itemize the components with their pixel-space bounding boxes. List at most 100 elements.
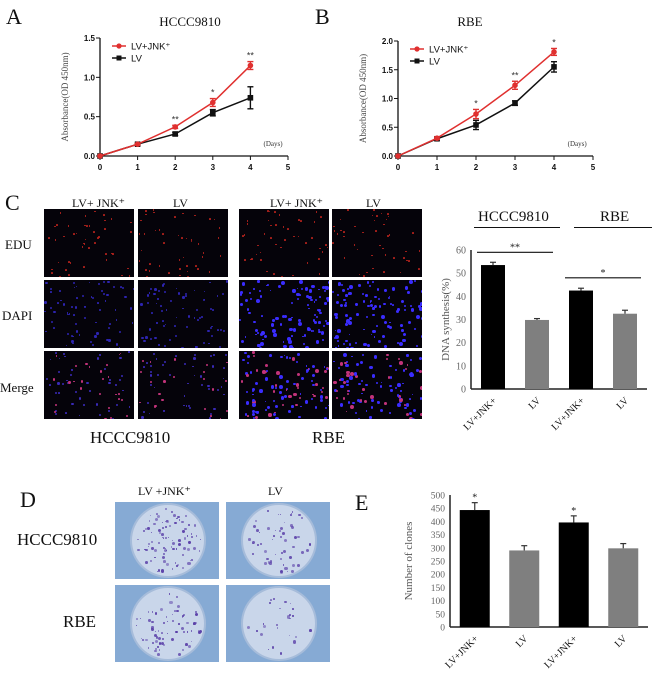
chart-c-group-line-1 bbox=[474, 227, 560, 228]
svg-text:2: 2 bbox=[173, 163, 178, 172]
svg-text:LV+JNK+: LV+JNK+ bbox=[550, 395, 588, 433]
col-label-c-1: LV+ JNK⁺ bbox=[72, 196, 125, 210]
svg-text:300: 300 bbox=[431, 544, 446, 554]
edu-image bbox=[239, 209, 329, 277]
row-label-d-rbe: RBE bbox=[63, 612, 97, 631]
svg-text:*: * bbox=[552, 37, 556, 47]
bar bbox=[525, 319, 549, 389]
chart-c-group-hccc9810: HCCC9810 bbox=[478, 209, 549, 225]
col-label-c-2: LV bbox=[173, 196, 188, 210]
svg-text:450: 450 bbox=[431, 505, 446, 515]
svg-text:**: ** bbox=[510, 242, 520, 253]
svg-text:0: 0 bbox=[396, 163, 401, 172]
svg-text:0.5: 0.5 bbox=[382, 123, 394, 132]
edu-image bbox=[332, 209, 422, 277]
svg-text:LV+JNK⁺: LV+JNK⁺ bbox=[429, 45, 468, 56]
panel-a-title: HCCC9810 bbox=[159, 14, 221, 29]
svg-text:100: 100 bbox=[431, 597, 446, 607]
svg-text:1: 1 bbox=[135, 163, 140, 172]
row-label-edu: EDU bbox=[5, 237, 32, 252]
svg-text:(Days): (Days) bbox=[264, 140, 284, 148]
svg-text:20: 20 bbox=[456, 338, 466, 349]
svg-text:LV: LV bbox=[527, 395, 544, 412]
clone-count-bar-chart: 0 50 100 150 200 250 300 350 400 450 500 LV+JNK+ * LV… bbox=[403, 492, 648, 671]
svg-text:LV: LV bbox=[131, 54, 143, 65]
growth-chart-hccc9810: 0 1 2 3 4 5 0.0 0.5 1.0 1.5 Absorbance(OD 450nm) (D… bbox=[60, 34, 291, 172]
svg-text:(Days): (Days) bbox=[568, 140, 588, 148]
svg-text:*: * bbox=[472, 493, 477, 504]
dapi-image bbox=[44, 280, 134, 348]
group-label-rbe: RBE bbox=[312, 428, 346, 447]
svg-text:50: 50 bbox=[456, 269, 466, 280]
svg-text:1.5: 1.5 bbox=[382, 66, 394, 75]
svg-text:3: 3 bbox=[211, 163, 216, 172]
svg-text:**: ** bbox=[511, 70, 519, 80]
svg-text:0.5: 0.5 bbox=[84, 113, 96, 122]
bar bbox=[558, 522, 589, 627]
bar bbox=[613, 313, 637, 389]
bar bbox=[569, 290, 593, 389]
svg-text:*: * bbox=[571, 506, 576, 517]
merge-image bbox=[138, 351, 228, 419]
svg-text:1.5: 1.5 bbox=[84, 34, 96, 43]
panel-letter-e: E bbox=[355, 490, 369, 515]
svg-text:LV+JNK+: LV+JNK+ bbox=[443, 633, 481, 671]
svg-text:0: 0 bbox=[98, 163, 103, 172]
svg-text:LV: LV bbox=[429, 57, 441, 68]
svg-text:5: 5 bbox=[591, 163, 596, 172]
svg-text:30: 30 bbox=[456, 315, 466, 326]
merge-image bbox=[44, 351, 134, 419]
col-label-c-4: LV bbox=[366, 196, 381, 210]
svg-text:*: * bbox=[474, 98, 478, 108]
svg-text:**: ** bbox=[172, 114, 180, 124]
svg-text:**: ** bbox=[247, 51, 255, 61]
svg-text:Absorbance(OD 450nm): Absorbance(OD 450nm) bbox=[60, 52, 70, 141]
svg-text:500: 500 bbox=[431, 492, 446, 502]
colony-dish-image bbox=[115, 502, 219, 579]
svg-text:200: 200 bbox=[431, 571, 446, 581]
svg-text:250: 250 bbox=[431, 558, 446, 568]
svg-text:DNA synthesis(%): DNA synthesis(%) bbox=[440, 278, 452, 361]
merge-image bbox=[332, 351, 422, 419]
svg-text:1: 1 bbox=[435, 163, 440, 172]
panel-letter-d: D bbox=[20, 487, 36, 512]
row-label-merge: Merge bbox=[0, 380, 34, 395]
svg-text:0: 0 bbox=[461, 385, 466, 396]
panel-b-title: RBE bbox=[457, 14, 483, 29]
svg-text:2.0: 2.0 bbox=[382, 37, 394, 46]
chart-c-group-rbe: RBE bbox=[600, 209, 630, 225]
svg-text:LV: LV bbox=[615, 395, 632, 412]
svg-text:0.0: 0.0 bbox=[382, 152, 394, 161]
col-label-c-3: LV+ JNK⁺ bbox=[270, 196, 323, 210]
colony-dish-image bbox=[115, 585, 219, 662]
panel-letter-a: A bbox=[6, 4, 22, 29]
svg-text:LV: LV bbox=[514, 633, 531, 650]
svg-text:Number of clones: Number of clones bbox=[403, 522, 415, 601]
panel-letter-b: B bbox=[315, 4, 330, 29]
svg-text:400: 400 bbox=[431, 518, 446, 528]
colony-dish-image bbox=[226, 585, 330, 662]
svg-text:LV+JNK+: LV+JNK+ bbox=[462, 395, 500, 433]
col-label-d-2: LV bbox=[268, 484, 283, 498]
svg-text:LV+JNK⁺: LV+JNK⁺ bbox=[131, 42, 170, 53]
row-label-dapi: DAPI bbox=[2, 308, 33, 323]
row-label-d-hccc9810: HCCC9810 bbox=[17, 530, 98, 549]
svg-text:350: 350 bbox=[431, 531, 446, 541]
svg-text:*: * bbox=[601, 268, 606, 279]
growth-chart-rbe: 0 1 2 3 4 5 0.0 0.5 1.0 1.5 2.0 Absorbance(OD 450nm… bbox=[358, 37, 596, 172]
svg-text:5: 5 bbox=[286, 163, 291, 172]
svg-text:10: 10 bbox=[456, 361, 466, 372]
svg-text:3: 3 bbox=[513, 163, 518, 172]
svg-text:60: 60 bbox=[456, 246, 466, 257]
svg-text:150: 150 bbox=[431, 584, 446, 594]
svg-text:2: 2 bbox=[474, 163, 479, 172]
svg-text:*: * bbox=[211, 88, 215, 98]
svg-text:LV: LV bbox=[613, 633, 630, 650]
chart-c-group-line-2 bbox=[574, 227, 652, 228]
bar bbox=[459, 510, 490, 627]
colony-dish-image bbox=[226, 502, 330, 579]
dapi-image bbox=[332, 280, 422, 348]
svg-text:LV+JNK+: LV+JNK+ bbox=[542, 633, 580, 671]
dapi-image bbox=[138, 280, 228, 348]
